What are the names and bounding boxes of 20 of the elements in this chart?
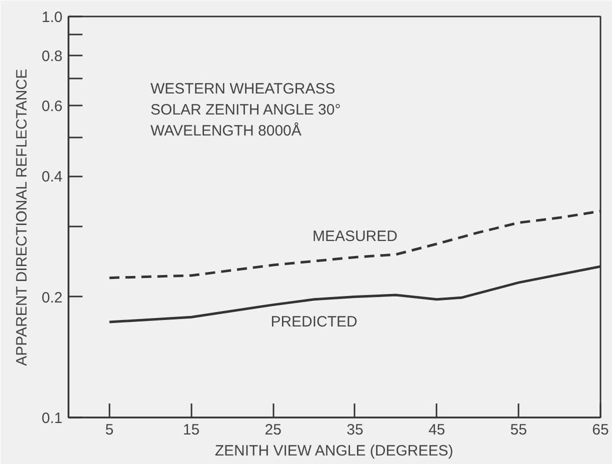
y-tick-label: 0.8 (42, 48, 63, 65)
x-tick-label: 35 (346, 422, 364, 438)
annotation: SOLAR ZENITH ANGLE 30° (150, 102, 341, 118)
x-tick-label: 15 (182, 422, 200, 438)
y-axis-title: APPARENT DIRECTIONAL REFLECTANCE (14, 68, 31, 366)
x-tick-label: 25 (264, 422, 282, 438)
y-tick-label: 0.1 (42, 410, 63, 427)
series-label: PREDICTED (270, 313, 358, 330)
x-tick-label: 65 (592, 422, 609, 438)
x-tick-label: 55 (510, 422, 527, 438)
y-tick-label: 1.0 (42, 9, 63, 26)
y-tick-label: 0.6 (42, 98, 63, 115)
series-label: MEASURED (312, 228, 398, 246)
annotation: WAVELENGTH 8000Å (150, 122, 302, 140)
x-axis-title: ZENITH VIEW ANGLE (DEGREES) (214, 442, 454, 460)
x-tick-label: 5 (105, 422, 114, 438)
x-tick-label: 45 (428, 422, 446, 438)
annotation: WESTERN WHEATGRASS (150, 80, 336, 98)
y-tick-label: 0.2 (42, 289, 63, 306)
y-tick-label: 0.4 (42, 168, 63, 186)
